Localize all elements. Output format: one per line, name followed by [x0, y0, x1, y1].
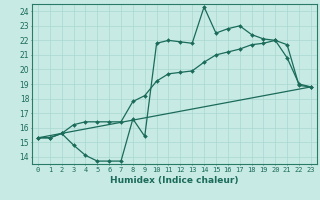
- X-axis label: Humidex (Indice chaleur): Humidex (Indice chaleur): [110, 176, 239, 185]
